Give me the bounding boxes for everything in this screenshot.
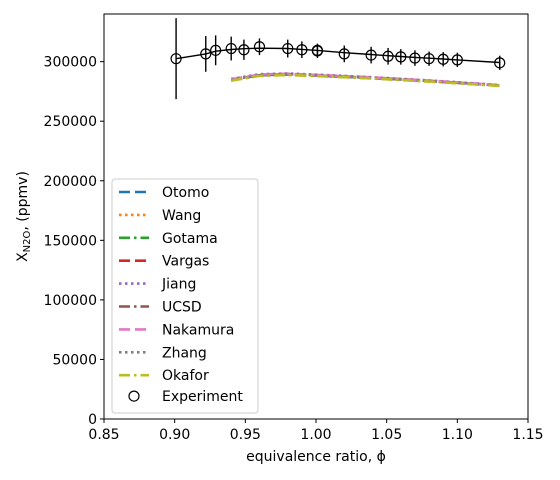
x-tick-label: 0.95 bbox=[230, 427, 261, 443]
y-tick-label: 200000 bbox=[44, 174, 97, 190]
x-tick-label: 0.85 bbox=[88, 427, 119, 443]
experiment-point bbox=[170, 53, 182, 65]
legend-label: Otomo bbox=[162, 185, 209, 201]
legend-label: Vargas bbox=[162, 254, 209, 270]
experiment-point bbox=[451, 54, 463, 66]
x-tick-label: 1.00 bbox=[300, 427, 331, 443]
x-axis-label: equivalence ratio, ϕ bbox=[246, 449, 386, 465]
y-tick-label: 300000 bbox=[44, 55, 97, 71]
x-axis: 0.85 0.90 0.95 1.00 1.05 1.10 1.15 bbox=[88, 419, 544, 443]
experiment-point bbox=[200, 48, 212, 60]
y-tick-label: 250000 bbox=[44, 114, 97, 130]
experiment-point bbox=[409, 52, 421, 64]
x-tick-label: 1.05 bbox=[371, 427, 402, 443]
plot-area bbox=[170, 18, 506, 100]
legend-label: Nakamura bbox=[162, 322, 234, 338]
legend-label: Experiment bbox=[162, 389, 243, 405]
experiment-point bbox=[382, 50, 394, 62]
legend-swatch-experiment bbox=[128, 390, 140, 402]
legend-label: Jiang bbox=[161, 277, 196, 293]
y-axis-label-unit: , (ppmv) bbox=[15, 171, 31, 231]
legend-label: UCSD bbox=[162, 300, 202, 316]
experiment-point bbox=[494, 57, 506, 69]
series-line-nakamura bbox=[230, 72, 500, 87]
y-axis-label: XN2O, (ppmv) bbox=[15, 171, 33, 262]
legend: Otomo Wang Gotama Vargas Jiang UCSD Nakamura Zh… bbox=[111, 178, 259, 414]
y-tick-label: 50000 bbox=[52, 352, 97, 368]
experiment-point bbox=[365, 49, 377, 61]
experiment-point bbox=[423, 53, 435, 65]
experiment-point bbox=[225, 42, 237, 55]
y-tick-label: 150000 bbox=[44, 233, 97, 249]
experiment-point bbox=[282, 42, 294, 55]
y-tick-label: 100000 bbox=[44, 293, 97, 309]
x-tick-label: 1.10 bbox=[442, 427, 473, 443]
experiment-point bbox=[437, 53, 449, 65]
experiment-point bbox=[296, 44, 308, 56]
experiment-trend-line bbox=[175, 47, 500, 64]
x-tick-label: 0.90 bbox=[159, 427, 190, 443]
experiment-point bbox=[338, 48, 350, 60]
legend-label: Zhang bbox=[162, 345, 207, 361]
series-line-zhang bbox=[230, 72, 500, 87]
experiment-point bbox=[395, 51, 407, 63]
x-tick-label: 1.15 bbox=[512, 427, 543, 443]
experiment-point bbox=[311, 44, 324, 56]
experiment-point bbox=[253, 41, 266, 53]
legend-label: Gotama bbox=[162, 231, 218, 247]
y-tick-label: 0 bbox=[88, 412, 97, 428]
y-axis-label-main: X bbox=[15, 252, 31, 262]
experiment-point bbox=[238, 44, 250, 56]
legend-label: Okafor bbox=[162, 368, 209, 384]
experiment-point bbox=[210, 44, 222, 56]
y-axis-label-subscript: N2O bbox=[22, 230, 33, 252]
legend-label: Wang bbox=[162, 208, 201, 224]
y-axis: 0 50000 100000 150000 200000 250000 300000 bbox=[44, 55, 104, 428]
